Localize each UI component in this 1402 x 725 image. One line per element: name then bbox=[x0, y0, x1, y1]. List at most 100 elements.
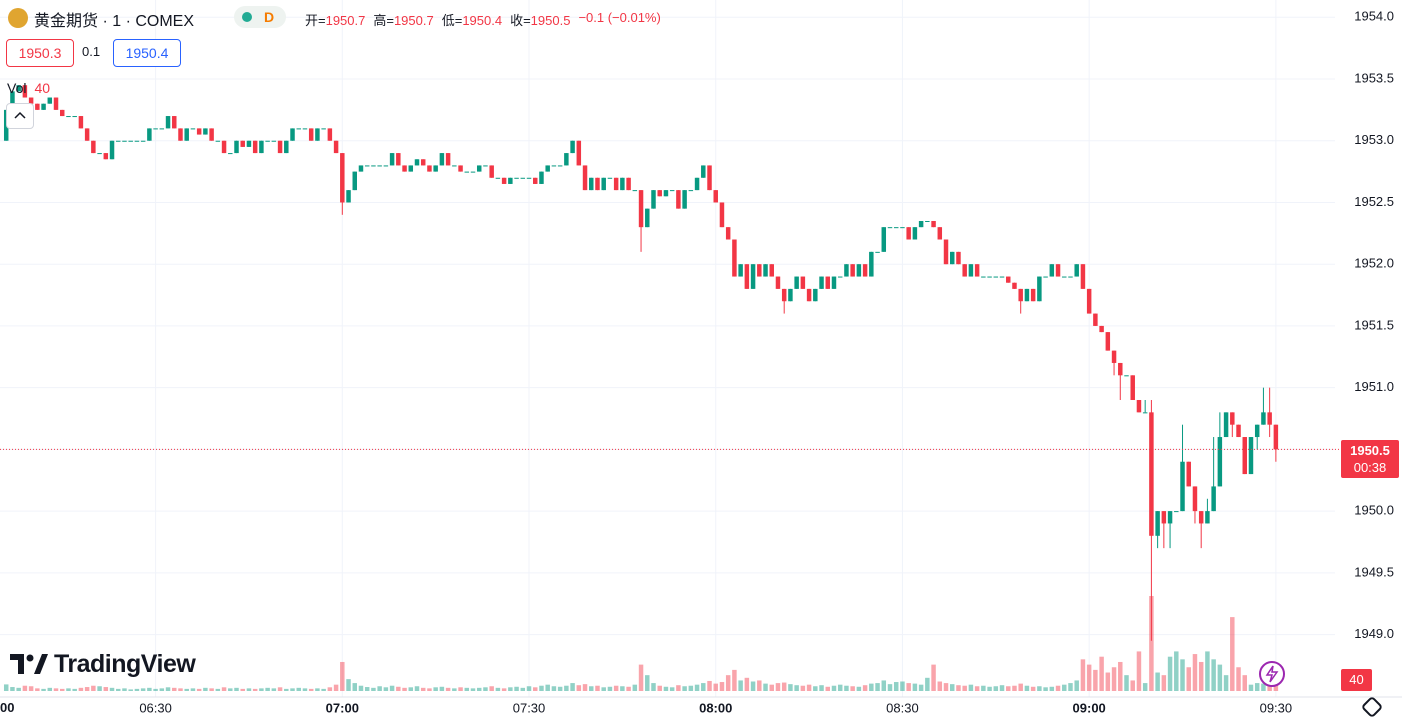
candle-body bbox=[937, 227, 943, 240]
candle-body bbox=[1205, 511, 1210, 524]
volume-bar bbox=[290, 688, 295, 691]
volume-bar bbox=[725, 675, 731, 691]
bar-countdown: 00:38 bbox=[1353, 460, 1387, 475]
volume-bar bbox=[1136, 651, 1142, 691]
candle-body bbox=[651, 190, 656, 209]
symbol-title[interactable]: 黄金期货 · 1 · COMEX bbox=[34, 13, 195, 30]
volume-bar bbox=[1149, 596, 1154, 691]
volume-bar bbox=[371, 687, 376, 691]
candle-body bbox=[987, 276, 992, 278]
volume-bar bbox=[974, 686, 980, 691]
volume-bar bbox=[638, 664, 644, 691]
legend-value: 1950.4 bbox=[462, 13, 503, 28]
volume-bar bbox=[116, 688, 121, 691]
candle-body bbox=[501, 177, 507, 184]
candle-body bbox=[47, 97, 53, 104]
volume-bar bbox=[78, 687, 84, 691]
volume-bar bbox=[452, 688, 457, 691]
volume-bar bbox=[713, 683, 718, 691]
volume-bar bbox=[1186, 667, 1191, 691]
candle-body bbox=[993, 276, 999, 278]
candle-body bbox=[750, 264, 756, 289]
logo[interactable]: TradingView bbox=[10, 650, 196, 679]
volume-bar bbox=[358, 685, 364, 691]
volume-bar bbox=[228, 688, 233, 691]
volume-bar bbox=[84, 687, 90, 691]
candle-body bbox=[949, 251, 955, 265]
grid bbox=[0, 0, 1335, 697]
x-tick-label: 09:30 bbox=[1260, 700, 1293, 715]
candle-body bbox=[315, 128, 320, 141]
candle-body bbox=[178, 128, 183, 141]
volume-bar bbox=[1261, 683, 1266, 691]
volume-bar bbox=[1198, 661, 1204, 691]
volume-bar bbox=[1055, 685, 1061, 691]
candle-body bbox=[402, 165, 407, 172]
volume-bar bbox=[203, 687, 208, 691]
volume-bar bbox=[1068, 683, 1073, 691]
volume-bar bbox=[949, 684, 955, 691]
volume-bar bbox=[439, 686, 445, 691]
candle-body bbox=[564, 153, 569, 166]
volume-bar bbox=[539, 685, 544, 691]
volume-bar bbox=[165, 687, 171, 691]
candle-body bbox=[464, 171, 470, 173]
volume-bar bbox=[1223, 675, 1229, 691]
volume-bar bbox=[140, 688, 146, 691]
volume-bar bbox=[526, 686, 532, 691]
candle-body bbox=[1236, 424, 1241, 438]
volume-bar bbox=[501, 688, 507, 691]
candle-body bbox=[595, 177, 600, 191]
volume-bar bbox=[825, 686, 831, 691]
volume-bar bbox=[999, 685, 1005, 691]
candle-body bbox=[277, 140, 283, 154]
volume-bar bbox=[875, 683, 880, 691]
volume-bar bbox=[1006, 686, 1011, 691]
candle-body bbox=[645, 208, 650, 228]
volume-bar bbox=[1099, 656, 1104, 691]
bid-button[interactable]: 1950.3 bbox=[6, 39, 74, 67]
candle-body bbox=[35, 103, 40, 110]
candle-body bbox=[732, 239, 737, 277]
volume-bar bbox=[800, 685, 806, 691]
ask-button[interactable]: 1950.4 bbox=[113, 39, 181, 67]
candle-body bbox=[302, 128, 308, 130]
candle-body bbox=[688, 190, 694, 192]
volume-value: 40 bbox=[34, 80, 51, 96]
volume-bar bbox=[769, 684, 774, 691]
candle-body bbox=[1074, 264, 1079, 277]
volume-bar bbox=[209, 688, 214, 691]
volume-bar bbox=[906, 683, 911, 691]
legend-item: 开=1950.7 bbox=[305, 10, 365, 29]
volume-bar bbox=[925, 677, 930, 691]
last-price: 1950.5 bbox=[1350, 443, 1390, 458]
volume-bar bbox=[912, 683, 918, 691]
candle-body bbox=[781, 288, 787, 302]
candle-body bbox=[1024, 288, 1030, 302]
candle-body bbox=[545, 165, 550, 172]
candle-body bbox=[228, 153, 233, 155]
candle-body bbox=[819, 276, 824, 289]
candle-body bbox=[383, 165, 389, 167]
volume-bar bbox=[738, 680, 743, 691]
lightning-button[interactable] bbox=[1259, 661, 1285, 687]
candle-body bbox=[669, 190, 675, 192]
volume-bar bbox=[302, 688, 308, 691]
volume-bar bbox=[663, 686, 669, 691]
volume-bar bbox=[1155, 672, 1160, 691]
legend-key: 开= bbox=[305, 13, 326, 28]
candle-body bbox=[526, 177, 532, 179]
volume-pane bbox=[3, 596, 1279, 691]
volume-bar bbox=[508, 687, 513, 691]
volume-bar bbox=[651, 683, 656, 691]
volume-bar bbox=[377, 686, 382, 691]
market-status-pill[interactable]: D bbox=[234, 6, 286, 28]
volume-bar bbox=[109, 687, 115, 691]
candle-body bbox=[1217, 437, 1223, 487]
volume-bar bbox=[259, 688, 264, 691]
candle-body bbox=[122, 140, 127, 142]
candle-body bbox=[1118, 362, 1123, 376]
candle-body bbox=[1273, 424, 1279, 450]
volume-bar bbox=[1074, 680, 1079, 691]
collapse-button[interactable] bbox=[6, 103, 34, 129]
